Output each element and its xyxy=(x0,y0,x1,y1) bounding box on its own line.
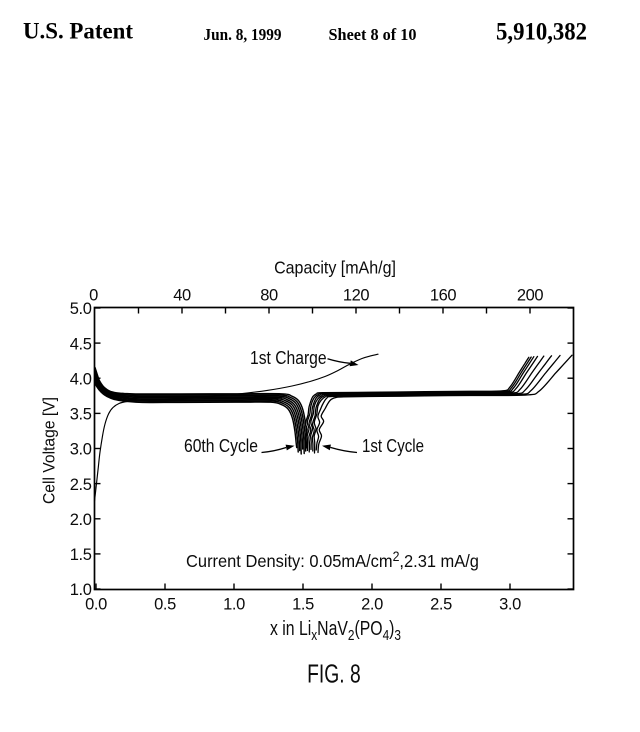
svg-text:Cell Voltage [V]: Cell Voltage [V] xyxy=(40,397,58,504)
svg-text:3.0: 3.0 xyxy=(499,596,521,614)
svg-text:1st Cycle: 1st Cycle xyxy=(362,435,424,456)
svg-text:200: 200 xyxy=(517,287,544,305)
svg-text:2.5: 2.5 xyxy=(70,476,92,494)
svg-text:1.5: 1.5 xyxy=(292,596,314,614)
svg-text:3.5: 3.5 xyxy=(70,406,92,424)
svg-text:Sheet 8 of 10: Sheet 8 of 10 xyxy=(329,25,417,44)
svg-text:4.0: 4.0 xyxy=(70,370,92,388)
svg-text:1.5: 1.5 xyxy=(70,546,92,564)
svg-text:1.0: 1.0 xyxy=(223,596,245,614)
svg-text:x in LixNaV2(PO4)3: x in LixNaV2(PO4)3 xyxy=(270,617,401,643)
svg-text:1st Charge: 1st Charge xyxy=(250,348,327,368)
svg-text:2.0: 2.0 xyxy=(361,596,383,614)
svg-text:120: 120 xyxy=(343,287,370,305)
svg-text:40: 40 xyxy=(173,287,191,305)
svg-text:160: 160 xyxy=(430,287,457,305)
svg-text:60th Cycle: 60th Cycle xyxy=(184,436,258,456)
svg-text:U.S. Patent: U.S. Patent xyxy=(23,19,133,44)
svg-text:5.0: 5.0 xyxy=(70,300,92,318)
svg-text:FIG. 8: FIG. 8 xyxy=(307,658,361,688)
svg-text:Jun. 8, 1999: Jun. 8, 1999 xyxy=(204,25,282,44)
svg-text:80: 80 xyxy=(260,287,278,305)
svg-text:2.5: 2.5 xyxy=(430,596,452,614)
svg-text:1.0: 1.0 xyxy=(70,581,92,599)
svg-text:4.5: 4.5 xyxy=(70,335,92,353)
svg-text:0.0: 0.0 xyxy=(85,596,107,614)
svg-text:Capacity [mAh/g]: Capacity [mAh/g] xyxy=(274,258,396,278)
svg-text:2.0: 2.0 xyxy=(70,511,92,529)
svg-text:5,910,382: 5,910,382 xyxy=(496,19,587,46)
svg-text:3.0: 3.0 xyxy=(70,441,92,459)
svg-text:Current Density: 0.05mA/cm2,2.: Current Density: 0.05mA/cm2,2.31 mA/g xyxy=(186,548,479,571)
svg-text:0: 0 xyxy=(89,287,98,305)
svg-text:0.5: 0.5 xyxy=(154,596,176,614)
